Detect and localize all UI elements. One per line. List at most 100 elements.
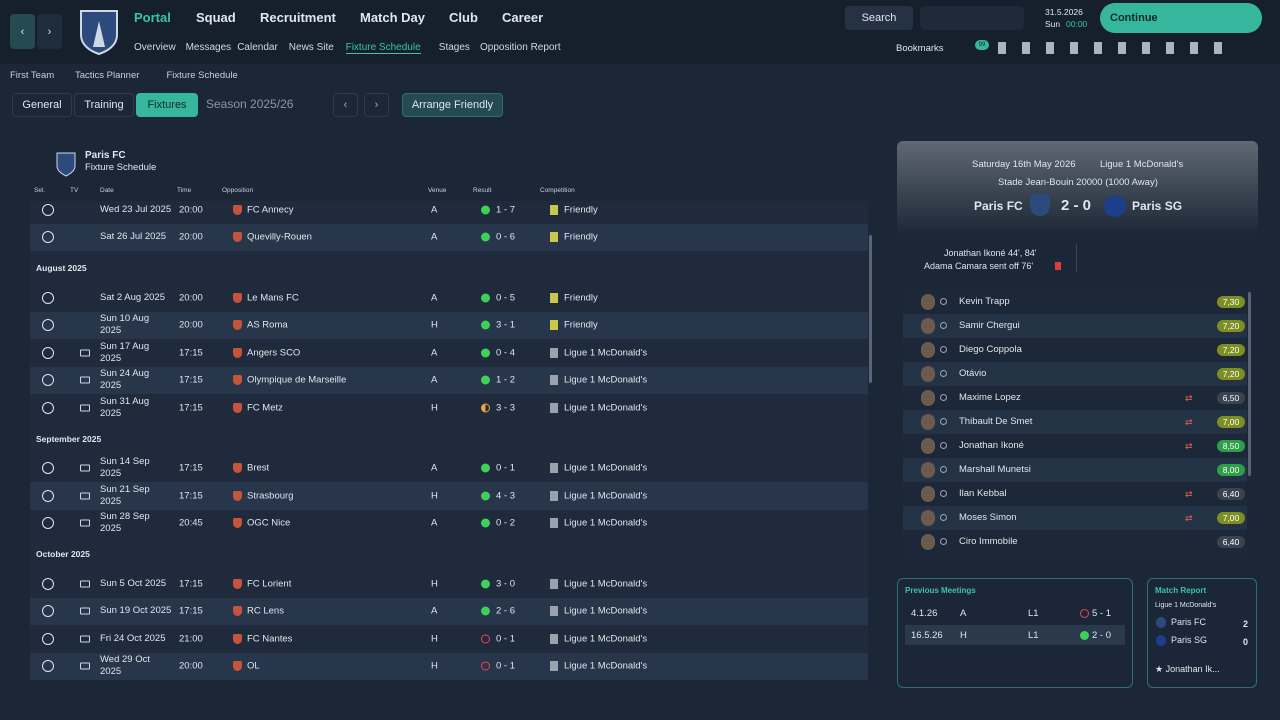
player-row[interactable]: Samir Chergui 7,20: [903, 314, 1247, 338]
date: Fri 24 Oct 2025: [100, 632, 166, 644]
sub-icon: ⇄: [1185, 417, 1193, 427]
fixture-row[interactable]: Sun 5 Oct 2025 17:15 FC Lorient H 3 - 0 Ligue…: [30, 570, 868, 598]
opposition: Le Mans FC: [247, 292, 299, 304]
forward-button[interactable]: ›: [37, 14, 62, 49]
fixture-row[interactable]: Wed 29 Oct 2025 20:00 OL H 0 - 1 Ligue 1 McDo…: [30, 652, 868, 680]
month-header: October 2025: [30, 537, 868, 570]
tab-label: Fixtures: [147, 99, 187, 111]
competition-badge: [550, 204, 558, 215]
season-next[interactable]: ›: [364, 93, 389, 117]
scrollbar[interactable]: [1248, 292, 1251, 476]
player-row[interactable]: Ilan Kebbal ⇄ 6,40: [903, 482, 1247, 506]
tab[interactable]: Fixtures: [136, 93, 198, 117]
fixture-row[interactable]: Sat 26 Jul 2025 20:00 Quevilly-Rouen A 0 - 6…: [30, 223, 868, 251]
shortcut-icons[interactable]: [998, 42, 1234, 54]
fixture-row[interactable]: Sun 14 Sep 2025 17:15 Brest A 0 - 1 Ligue 1 M…: [30, 454, 868, 482]
result: 0 - 6: [496, 231, 516, 243]
match-report: [1147, 578, 1257, 688]
player-row[interactable]: Kevin Trapp 7,30: [903, 290, 1247, 314]
fixture-row[interactable]: Sun 19 Oct 2025 17:15 RC Lens A 2 - 6 Ligue 1…: [30, 597, 868, 625]
submenu-item[interactable]: Stages: [438, 42, 470, 53]
search-button[interactable]: Search: [845, 6, 913, 30]
meeting-date: 4.1.26: [911, 608, 938, 619]
menu-item[interactable]: Club: [449, 10, 478, 25]
report-title: Match Report: [1155, 586, 1207, 595]
fixture-row[interactable]: Sun 21 Sep 2025 17:15 Strasbourg H 4 - 3 Ligu…: [30, 482, 868, 510]
player-face: [921, 486, 935, 502]
season-prev[interactable]: ‹: [333, 93, 358, 117]
player-row[interactable]: Thibault De Smet ⇄ 7,00: [903, 410, 1247, 434]
fixture-row[interactable]: Sun 17 Aug 2025 17:15 Angers SCO A 0 - 4 Ligu…: [30, 339, 868, 367]
submenu-item[interactable]: Overview: [134, 42, 176, 53]
submenu-item[interactable]: Messages: [185, 42, 232, 53]
player-icon: [940, 514, 947, 521]
player-name: Thibault De Smet: [959, 416, 1033, 427]
menu-item[interactable]: Squad: [196, 10, 236, 25]
fixture-row[interactable]: Sat 2 Aug 2025 20:00 Le Mans FC A 0 - 5 Frien…: [30, 284, 868, 312]
result-marker: [481, 606, 490, 616]
tab[interactable]: General: [12, 93, 72, 117]
menu-item[interactable]: Portal: [134, 10, 171, 25]
tab-label: General: [22, 99, 62, 111]
event: Adama Camara sent off 76': [924, 261, 1034, 271]
competition: Ligue 1 McDonald's: [564, 462, 648, 474]
fixture-row[interactable]: Wed 23 Jul 2025 20:00 FC Annecy A 1 - 7 Frien…: [30, 201, 868, 224]
scrollbar[interactable]: [869, 235, 872, 383]
menu-item[interactable]: Career: [502, 10, 544, 25]
meeting-competition: L1: [1028, 608, 1039, 619]
venue: H: [431, 490, 438, 502]
competition: Ligue 1 McDonald's: [564, 490, 648, 502]
player-row[interactable]: Marshall Munetsi 8,00: [903, 458, 1247, 482]
back-button[interactable]: ‹: [10, 14, 35, 49]
club-badge: [233, 232, 242, 243]
time: 20:00: [179, 231, 203, 243]
fixture-row[interactable]: Sun 10 Aug 2025 20:00 AS Roma H 3 - 1 Friendl…: [30, 311, 868, 339]
result-marker: [481, 320, 490, 330]
menu-item[interactable]: Recruitment: [260, 10, 336, 25]
tv-icon: [80, 662, 90, 670]
menu-item[interactable]: Match Day: [360, 10, 426, 25]
fixture-row[interactable]: Sun 24 Aug 2025 17:15 Olympique de Marseil…: [30, 366, 868, 394]
continue-button[interactable]: Continue: [1100, 3, 1262, 33]
player-row[interactable]: Diego Coppola 7,20: [903, 338, 1247, 362]
time: 17:15: [179, 605, 203, 617]
player-row[interactable]: Otávio 7,20: [903, 362, 1247, 386]
player-icon: [940, 298, 947, 305]
result-marker: [481, 661, 490, 671]
month-header: August 2025: [30, 251, 868, 284]
result: 3 - 3: [496, 402, 516, 414]
report-logo: [1156, 635, 1166, 646]
date: Sun 10 Aug 2025: [100, 313, 150, 337]
fixture-row[interactable]: Sun 31 Aug 2025 17:15 FC Metz H 3 - 3 Ligue 1…: [30, 394, 868, 422]
tv-icon: [80, 349, 90, 357]
season-select[interactable]: Season 2025/26: [206, 97, 294, 111]
submenu-item[interactable]: News Site: [288, 42, 334, 53]
club-badge: [233, 490, 242, 501]
tab[interactable]: Training: [74, 93, 134, 117]
player-face: [921, 534, 935, 550]
opposition: AS Roma: [247, 319, 288, 331]
player-row[interactable]: Jonathan Ikoné ⇄ 8,50: [903, 434, 1247, 458]
arrange-friendly[interactable]: Arrange Friendly: [402, 93, 503, 117]
player-icon: [940, 490, 947, 497]
time: 17:15: [179, 347, 203, 359]
event: Jonathan Ikoné 44', 84': [944, 248, 1037, 258]
player-row[interactable]: Ciro Immobile 6,40: [903, 530, 1247, 554]
venue: H: [431, 402, 438, 414]
select-radio: [42, 462, 54, 475]
player-row[interactable]: Moses Simon ⇄ 7,00: [903, 506, 1247, 530]
bookmarks[interactable]: Bookmarks: [896, 43, 944, 54]
fixture-row[interactable]: Fri 24 Oct 2025 21:00 FC Nantes H 0 - 1 Ligue…: [30, 625, 868, 653]
result: 0 - 2: [496, 517, 516, 529]
player-row[interactable]: Maxime Lopez ⇄ 6,50: [903, 386, 1247, 410]
submenu-item[interactable]: Calendar: [237, 42, 278, 53]
competition-badge: [550, 292, 558, 303]
opposition: OGC Nice: [247, 517, 291, 529]
fixture-row[interactable]: Sun 28 Sep 2025 20:45 OGC Nice A 0 - 2 Ligue …: [30, 509, 868, 537]
column-header: TV: [70, 187, 79, 194]
toolbar-icons[interactable]: [920, 6, 1024, 30]
competition: Ligue 1 McDonald's: [564, 347, 648, 359]
submenu-item[interactable]: Fixture Schedule: [345, 42, 421, 54]
rating: 7,30: [1217, 296, 1245, 308]
submenu-item[interactable]: Opposition Report: [480, 42, 561, 53]
